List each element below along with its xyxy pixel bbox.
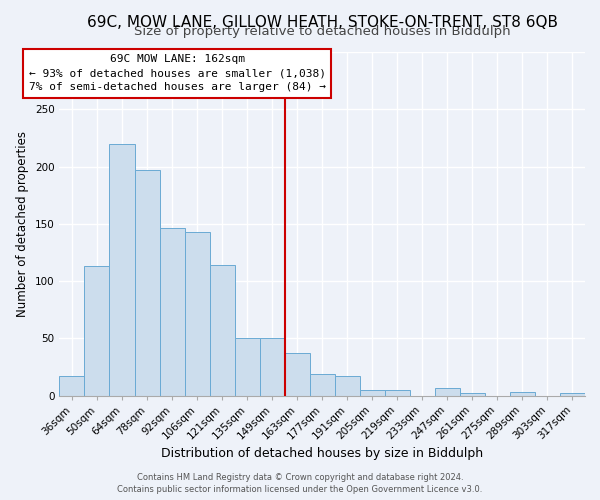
Bar <box>160 228 185 396</box>
Text: Contains HM Land Registry data © Crown copyright and database right 2024.
Contai: Contains HM Land Registry data © Crown c… <box>118 472 482 494</box>
Bar <box>109 144 134 396</box>
Title: 69C, MOW LANE, GILLOW HEATH, STOKE-ON-TRENT, ST8 6QB: 69C, MOW LANE, GILLOW HEATH, STOKE-ON-TR… <box>87 15 558 30</box>
X-axis label: Distribution of detached houses by size in Biddulph: Distribution of detached houses by size … <box>161 447 483 460</box>
Bar <box>335 376 360 396</box>
Bar <box>385 390 410 396</box>
Bar <box>134 170 160 396</box>
Bar <box>59 376 85 396</box>
Bar <box>185 232 209 396</box>
Text: 69C MOW LANE: 162sqm
← 93% of detached houses are smaller (1,038)
7% of semi-det: 69C MOW LANE: 162sqm ← 93% of detached h… <box>29 54 326 92</box>
Bar <box>85 266 109 396</box>
Text: Size of property relative to detached houses in Biddulph: Size of property relative to detached ho… <box>134 26 511 38</box>
Bar <box>560 394 585 396</box>
Bar <box>235 338 260 396</box>
Bar <box>360 390 385 396</box>
Bar <box>435 388 460 396</box>
Bar <box>209 265 235 396</box>
Bar <box>510 392 535 396</box>
Bar <box>260 338 284 396</box>
Bar <box>284 353 310 396</box>
Bar <box>310 374 335 396</box>
Bar <box>460 394 485 396</box>
Y-axis label: Number of detached properties: Number of detached properties <box>16 131 29 317</box>
